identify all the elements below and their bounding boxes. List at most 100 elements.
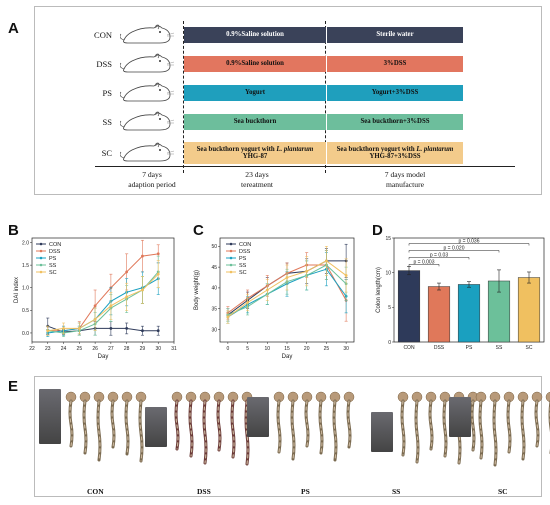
legend-marker	[39, 242, 43, 246]
y-tick-label: 50	[211, 244, 217, 250]
group-label-ps: PS	[102, 88, 112, 98]
colon-specimen	[287, 391, 299, 461]
p-value-label: p = 0.020	[444, 245, 465, 251]
group-dss-phase2-bar: 3%DSS	[327, 56, 463, 72]
data-point	[285, 276, 289, 279]
data-point	[156, 329, 160, 333]
panel-letter-c: C	[193, 222, 204, 239]
panel-letter-a: A	[8, 20, 19, 37]
y-tick-label: 0.5	[22, 308, 29, 314]
timeline-adaption-text: adaption period	[128, 180, 176, 189]
x-tick-label: 23	[45, 346, 51, 352]
x-tick-label: 31	[171, 346, 177, 352]
y-tick-label: 30	[211, 327, 217, 333]
timeline-treatment-period: 23 days tereatment	[222, 170, 292, 190]
group-dss-phase1-bar: 0.9%Saline solution	[184, 56, 326, 72]
x-tick-label: 25	[324, 346, 330, 352]
x-tick-label: DSS	[434, 345, 445, 351]
group-sc-phase1-bar: Sea buckthorn yogurt with L. plantarum YH…	[184, 142, 326, 164]
timeline-treatment-days: 23 days	[245, 170, 269, 179]
colon-length-chart: 0 5 10 15 Colon length(cm) CON DSS PS SS SC p = 0.…	[376, 236, 545, 351]
colon-specimen	[343, 391, 355, 449]
data-point	[77, 327, 81, 330]
p-value-label: p = 0.003	[414, 259, 435, 265]
series-sc	[226, 246, 348, 324]
x-tick-label: 10	[265, 346, 271, 352]
data-point	[265, 288, 269, 292]
x-tick-label: 26	[92, 346, 98, 352]
p-value-label: p = 0.03	[430, 252, 448, 258]
colon-specimen	[273, 391, 285, 454]
colon-specimen	[475, 391, 487, 460]
bar-con	[397, 270, 421, 343]
legend-marker	[229, 256, 233, 260]
x-tick-label: 20	[304, 346, 310, 352]
photo-group-label-ps: PS	[301, 487, 310, 496]
dai-index-chart: 22 23 24 25 26 27 28 29 30 31 0.0 0.5 1.0 1.5 2.0 Day DA…	[14, 237, 177, 360]
y-tick-label: 1.0	[22, 286, 29, 292]
colon-specimen	[171, 391, 183, 451]
series-line	[47, 271, 159, 334]
mouse-icon	[120, 111, 175, 131]
x-tick-label: 0	[226, 346, 229, 352]
y-tick-label: 35	[211, 307, 217, 313]
plot-frame	[31, 237, 175, 343]
legend-label-ps: PS	[239, 256, 247, 262]
x-tick-label: CON	[403, 345, 415, 351]
bar-ps	[457, 284, 481, 343]
x-tick-label: 30	[155, 346, 161, 352]
colon-specimen	[93, 391, 105, 462]
legend-marker	[39, 263, 43, 267]
x-tick-label: PS	[466, 345, 473, 351]
data-point	[93, 317, 97, 321]
legend-marker	[229, 270, 233, 274]
colon-specimen	[121, 391, 133, 456]
y-tick-label: 40	[211, 286, 217, 292]
colon-specimen	[411, 391, 423, 464]
phase-divider-1	[183, 21, 184, 173]
colon-specimen	[185, 391, 197, 458]
photo-group-label-sc: SC	[498, 487, 508, 496]
legend-label-ss: SS	[49, 263, 57, 269]
x-axis-label: Day	[98, 354, 109, 360]
data-point	[156, 272, 160, 276]
bar-text: Sea buckthorn yogurt with	[336, 145, 417, 153]
legend-label-ps: PS	[49, 256, 57, 262]
y-tick-label: 15	[385, 236, 391, 242]
legend-marker	[229, 242, 233, 246]
colon-specimen	[397, 391, 409, 457]
panel-letter-d: D	[372, 222, 383, 239]
legend-marker	[39, 270, 43, 274]
data-point	[62, 327, 65, 330]
bar-text: Sea buckthorn yogurt with	[196, 145, 277, 153]
mouse-icon	[120, 142, 175, 162]
photo-group-label-ss: SS	[392, 487, 401, 496]
x-tick-label: SS	[496, 345, 503, 351]
colon-specimen	[199, 391, 211, 465]
timeline-axis	[95, 166, 515, 167]
group-ps-phase2-bar: Yogurt+3%DSS	[327, 85, 463, 101]
colon-specimen	[65, 391, 77, 448]
bracket-line	[408, 264, 440, 267]
data-point	[125, 270, 129, 274]
legend-marker	[39, 249, 43, 253]
group-label-dss: DSS	[96, 59, 112, 69]
series-line	[47, 278, 159, 334]
data-point	[226, 315, 230, 319]
group-label-ss: SS	[102, 117, 112, 127]
colon-specimen	[315, 391, 327, 455]
x-tick-label: 5	[246, 346, 249, 352]
bracket-line	[408, 250, 500, 253]
significance-bracket: p = 0.020	[408, 245, 500, 253]
ruler	[145, 407, 167, 447]
x-tick-label: 30	[343, 346, 349, 352]
y-axis-label: Colon length(cm)	[376, 267, 382, 313]
group-con-phase1-bar: 0.9%Saline solution	[184, 27, 326, 43]
series-line	[47, 253, 159, 332]
species-name: L. plantarum	[276, 145, 314, 153]
mouse-icon	[120, 82, 175, 102]
group-con-phase2-bar: Sterile water	[327, 27, 463, 43]
ruler	[449, 397, 471, 437]
